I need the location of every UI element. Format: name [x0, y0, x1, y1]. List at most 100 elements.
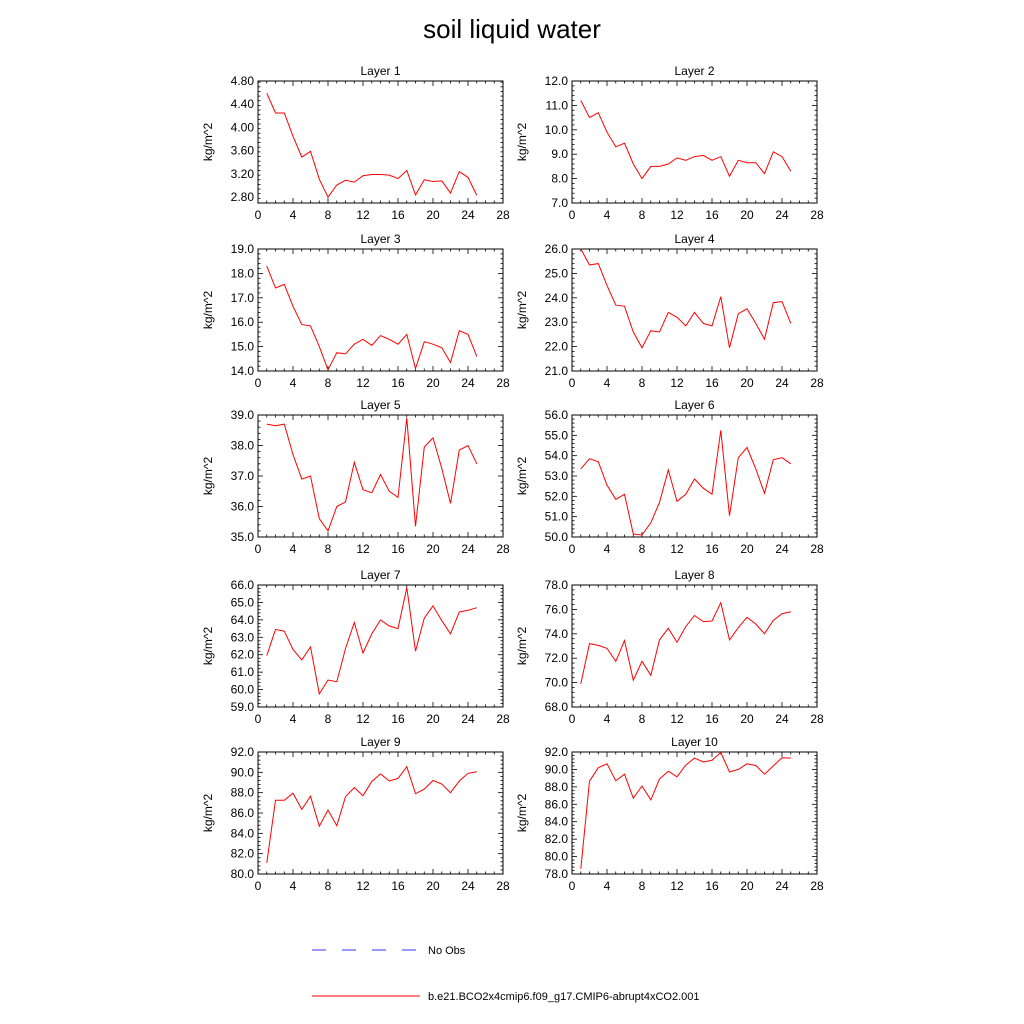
series-line [580, 100, 792, 180]
panel-frame [571, 584, 818, 708]
y-tick-label: 11.0 [546, 98, 569, 112]
x-tick-label: 28 [496, 879, 510, 893]
y-axis-label: kg/m^2 [515, 457, 529, 496]
y-tick-label: 92.0 [231, 745, 255, 759]
x-tick-label: 0 [569, 542, 576, 556]
y-axis-label: kg/m^2 [515, 291, 529, 330]
x-tick-label: 8 [325, 376, 332, 390]
panel-7: Layer 7 kg/m^2 0 4 8 12 16 20 24 28 59.0 60.0 61.0 62… [201, 568, 510, 726]
panel-title: Layer 10 [671, 735, 718, 749]
y-tick-label: 82.0 [231, 847, 255, 861]
x-tick-label: 24 [461, 542, 475, 556]
y-tick-label: 3.60 [231, 144, 255, 158]
x-tick-label: 0 [255, 879, 262, 893]
y-tick-label: 61.0 [231, 665, 255, 679]
y-tick-label: 86.0 [545, 797, 569, 811]
panel-title: Layer 6 [674, 398, 714, 412]
x-tick-label: 12 [356, 208, 370, 222]
panel-frame [257, 584, 504, 708]
x-tick-label: 4 [604, 376, 611, 390]
y-tick-label: 19.0 [231, 242, 255, 256]
y-axis-label: kg/m^2 [515, 627, 529, 666]
x-tick-label: 4 [604, 542, 611, 556]
y-tick-label: 70.0 [545, 676, 569, 690]
x-tick-label: 8 [325, 879, 332, 893]
x-tick-label: 20 [426, 208, 440, 222]
panel-frame [571, 248, 818, 372]
series-line [266, 418, 478, 532]
panel-2: Layer 2 kg/m^2 0 4 8 12 16 20 24 28 7.0 8.0 9.0 10.0 1… [515, 64, 824, 222]
y-tick-label: 9.0 [551, 147, 568, 161]
panel-1: Layer 1 kg/m^2 0 4 8 12 16 20 24 28 2.80 3.20 3.60 4.… [201, 64, 510, 222]
x-tick-label: 12 [670, 376, 684, 390]
x-tick-label: 24 [775, 376, 789, 390]
y-tick-label: 51.0 [545, 510, 569, 524]
y-tick-label: 52.0 [545, 489, 569, 503]
x-tick-label: 4 [604, 712, 611, 726]
y-tick-label: 4.80 [231, 74, 255, 88]
y-tick-label: 78.0 [545, 578, 569, 592]
x-tick-label: 4 [290, 376, 297, 390]
x-tick-label: 28 [496, 542, 510, 556]
panel-title: Layer 7 [360, 568, 400, 582]
x-tick-label: 24 [775, 712, 789, 726]
x-tick-label: 24 [461, 879, 475, 893]
y-tick-label: 90.0 [231, 765, 255, 779]
x-tick-label: 8 [325, 208, 332, 222]
panel-frame [257, 80, 504, 204]
x-tick-label: 0 [569, 208, 576, 222]
x-tick-label: 0 [569, 879, 576, 893]
panel-frame [257, 751, 504, 875]
y-tick-label: 4.40 [231, 97, 255, 111]
y-tick-label: 53.0 [545, 469, 569, 483]
x-tick-label: 16 [705, 376, 719, 390]
x-tick-label: 4 [604, 879, 611, 893]
x-tick-label: 8 [639, 208, 646, 222]
y-axis-label: kg/m^2 [515, 794, 529, 833]
panel-4: Layer 4 kg/m^2 0 4 8 12 16 20 24 28 21.0 22.0 23.0 24… [515, 232, 824, 390]
panel-title: Layer 4 [674, 232, 714, 246]
x-tick-label: 20 [740, 208, 754, 222]
x-tick-label: 4 [290, 879, 297, 893]
x-tick-label: 24 [775, 208, 789, 222]
series-line [266, 587, 477, 696]
y-tick-label: 78.0 [545, 867, 569, 881]
x-tick-label: 8 [325, 712, 332, 726]
y-tick-label: 56.0 [545, 408, 569, 422]
x-tick-label: 12 [356, 879, 370, 893]
panel-title: Layer 5 [360, 398, 400, 412]
y-tick-label: 82.0 [545, 832, 569, 846]
x-tick-label: 28 [496, 376, 510, 390]
x-tick-label: 0 [255, 542, 262, 556]
y-tick-label: 37.0 [231, 469, 255, 483]
x-tick-label: 8 [639, 542, 646, 556]
y-tick-label: 36.0 [231, 500, 255, 514]
y-tick-label: 72.0 [545, 651, 569, 665]
x-tick-label: 4 [290, 712, 297, 726]
y-tick-label: 63.0 [231, 630, 255, 644]
x-tick-label: 20 [426, 376, 440, 390]
x-tick-label: 16 [391, 712, 405, 726]
x-tick-label: 28 [496, 208, 510, 222]
x-tick-label: 24 [461, 376, 475, 390]
y-tick-label: 16.0 [231, 315, 255, 329]
x-tick-label: 20 [426, 879, 440, 893]
x-tick-label: 0 [255, 208, 262, 222]
y-tick-label: 24.0 [545, 291, 569, 305]
x-tick-label: 28 [810, 879, 824, 893]
y-tick-label: 10.0 [545, 123, 569, 137]
y-tick-label: 62.0 [231, 648, 255, 662]
y-axis-label: kg/m^2 [201, 627, 215, 666]
y-tick-label: 39.0 [231, 408, 255, 422]
y-tick-label: 12.0 [545, 74, 569, 88]
y-tick-label: 84.0 [231, 826, 255, 840]
x-tick-label: 8 [639, 376, 646, 390]
panel-frame [257, 414, 504, 538]
x-tick-label: 20 [740, 542, 754, 556]
y-axis-label: kg/m^2 [201, 291, 215, 330]
series-line [266, 92, 478, 199]
x-tick-label: 28 [810, 542, 824, 556]
y-tick-label: 8.0 [551, 172, 568, 186]
x-tick-label: 16 [391, 542, 405, 556]
